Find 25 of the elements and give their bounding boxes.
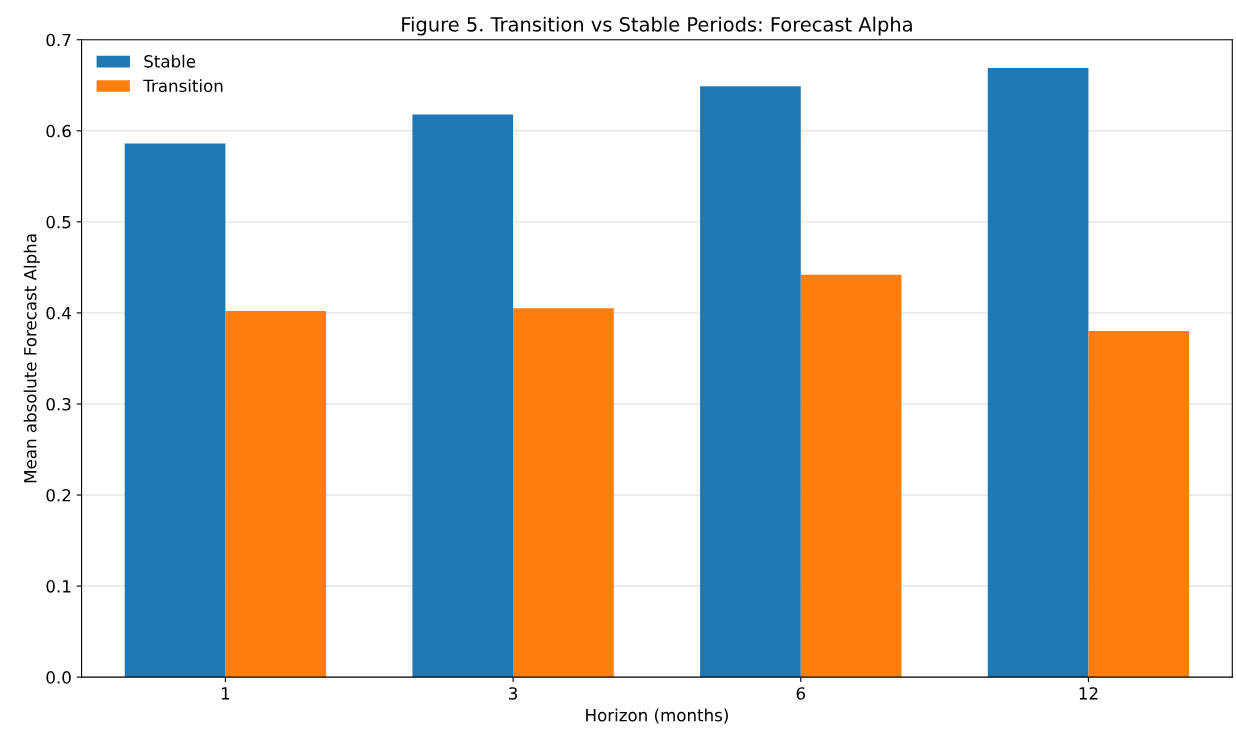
bar — [225, 311, 327, 678]
legend-label: Transition — [143, 79, 223, 93]
y-tick-label: 0.6 — [46, 124, 71, 138]
y-tick-label: 0.5 — [46, 215, 71, 229]
bar — [1088, 331, 1190, 678]
y-tick-label: 0.3 — [46, 397, 71, 411]
bar — [412, 114, 514, 678]
legend-label: Stable — [144, 54, 196, 68]
bar — [124, 143, 226, 678]
x-tick-label: 3 — [509, 687, 518, 700]
bar — [800, 274, 902, 678]
x-tick-label: 12 — [1079, 687, 1098, 700]
y-axis-title: Mean absolute Forecast Alpha — [23, 234, 40, 483]
y-tick-label: 0.0 — [46, 671, 71, 684]
bar — [513, 308, 614, 678]
bar — [987, 67, 1089, 678]
bar — [700, 86, 801, 678]
y-tick-label: 0.2 — [46, 488, 71, 502]
x-tick-label: 1 — [221, 687, 230, 700]
x-tick-label: 6 — [796, 687, 806, 700]
y-tick-label: 0.1 — [46, 580, 71, 593]
y-tick-label: 0.4 — [46, 306, 71, 320]
chart-title: Figure 5. Transition vs Stable Periods: Forecast Alpha — [402, 16, 912, 36]
x-axis-title: Horizon (months) — [586, 708, 728, 724]
y-tick-label: 0.7 — [46, 33, 71, 47]
